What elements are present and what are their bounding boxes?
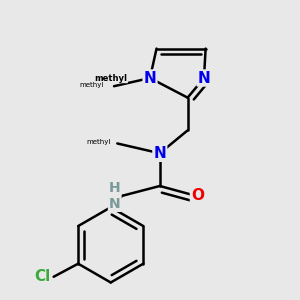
Text: N: N [144,70,156,86]
Text: N: N [153,146,166,161]
Text: Cl: Cl [34,269,50,284]
Text: methyl: methyl [94,74,127,82]
Text: N: N [198,70,210,86]
Text: methyl: methyl [80,82,104,88]
Text: methyl: methyl [86,139,111,145]
Text: H
N: H N [109,181,121,211]
Text: O: O [191,188,204,203]
